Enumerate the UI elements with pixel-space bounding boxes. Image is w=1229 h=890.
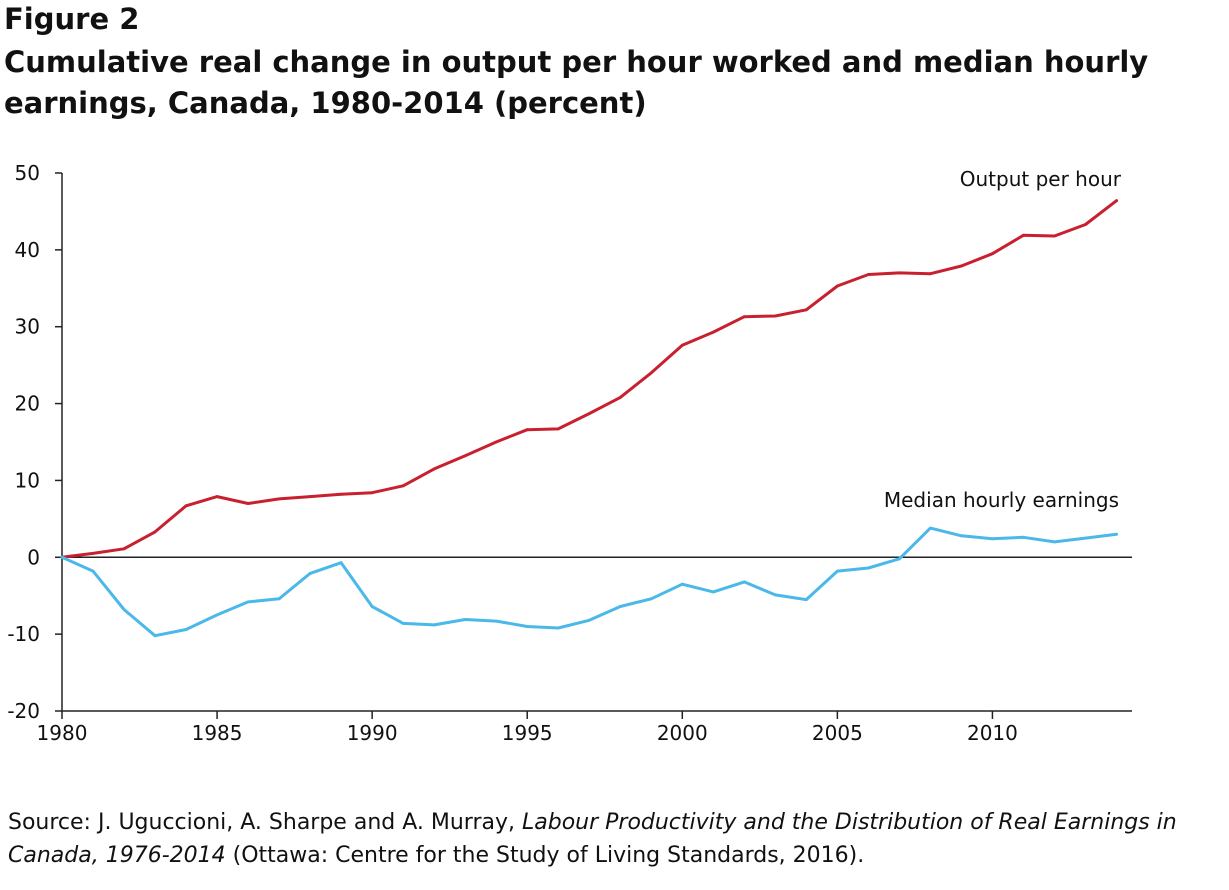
data-point [122,608,126,611]
data-point [556,626,560,630]
y-tick-label: 40 [15,238,40,262]
data-point [773,314,777,318]
data-point [556,427,560,431]
source-note: Source: J. Uguccioni, A. Sharpe and A. M… [8,806,1223,872]
data-point [618,396,622,399]
data-point [60,555,64,559]
data-point [991,537,994,541]
x-tick-label: 2005 [812,721,863,745]
source-book-title: Labour Productivity and the Distribution… [8,810,1177,868]
data-point [742,580,746,584]
x-tick-label: 1980 [37,721,88,745]
data-point [277,597,281,601]
data-point [991,252,994,256]
data-point [153,530,157,534]
x-tick-label: 1995 [502,721,553,745]
data-point [184,628,188,631]
data-point [804,308,808,312]
data-point [587,412,591,415]
data-point [804,598,808,601]
data-point [1115,199,1118,203]
data-point [339,492,343,496]
data-point [463,454,467,458]
data-point [432,623,436,627]
data-point [401,622,405,625]
data-point [91,552,95,555]
y-tick-label: 20 [15,392,40,416]
data-point [711,590,715,594]
y-tick-label: 50 [15,161,40,185]
data-point [836,569,839,573]
series-label-2: Median hourly earnings [884,488,1119,512]
data-point [1053,234,1056,238]
data-point [246,600,250,604]
data-point [587,618,591,622]
data-point [618,605,622,608]
data-point [1022,233,1025,237]
data-point [960,264,963,268]
data-point [215,495,219,498]
data-point [836,284,839,288]
data-point [432,467,436,471]
data-point [929,526,932,530]
data-point [494,440,498,444]
y-tick-label: -20 [7,699,40,723]
data-point [277,497,281,501]
chart-title: Cumulative real change in output per hou… [4,45,1149,120]
data-point [1053,540,1056,544]
series-label-1: Output per hour [960,167,1122,191]
data-point [898,271,901,275]
data-point [246,502,250,505]
data-point [370,491,374,495]
source-prefix: Source: J. Uguccioni, A. Sharpe and A. M… [8,810,522,835]
data-point [525,625,529,628]
data-point [1084,536,1087,540]
x-tick-label: 2010 [967,721,1018,745]
data-point [153,634,157,638]
x-tick-label: 1985 [192,721,243,745]
x-tick-label: 2000 [657,721,708,745]
data-point [711,330,715,334]
data-point [773,593,777,597]
y-tick-label: -10 [7,622,40,646]
source-suffix: (Ottawa: Centre for the Study of Living … [225,843,865,868]
data-point [649,597,653,601]
data-point [463,618,467,621]
data-point [401,484,405,488]
data-point [929,272,932,276]
data-point [370,605,374,608]
data-point [525,428,529,432]
data-point [122,547,126,551]
data-point [1022,535,1025,539]
data-point [867,566,870,570]
y-tick-label: 30 [15,315,40,339]
figure-label: Figure 2 [4,2,140,36]
data-point [1115,532,1118,536]
data-point [308,572,312,575]
data-point [960,534,963,538]
data-point [649,371,653,375]
data-point [742,315,746,319]
data-point [680,582,684,586]
data-point [867,273,870,276]
x-tick-label: 1990 [347,721,398,745]
y-tick-label: 10 [15,468,40,492]
data-point [308,495,312,498]
data-point [184,504,188,508]
chart-series [60,199,1118,638]
data-point [339,561,343,565]
data-point [215,613,219,617]
data-point [91,569,95,573]
data-point [1084,223,1087,226]
data-point [494,619,498,623]
chart-series-labels: Output per hour Median hourly earnings [884,167,1122,512]
data-point [680,343,684,347]
data-point [898,557,901,561]
y-tick-label: 0 [27,545,40,569]
